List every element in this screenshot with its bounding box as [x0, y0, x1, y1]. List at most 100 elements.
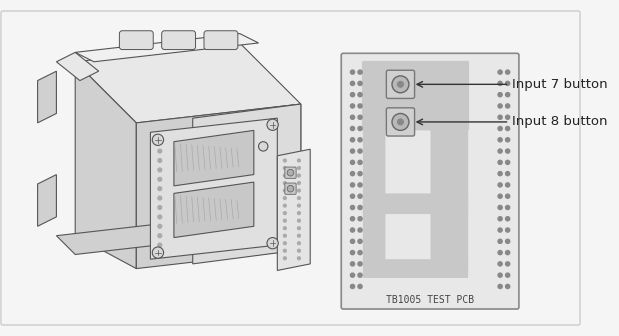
Text: Input 8 button: Input 8 button	[513, 116, 608, 128]
Circle shape	[158, 159, 162, 162]
Circle shape	[506, 115, 509, 119]
Circle shape	[298, 234, 300, 237]
Circle shape	[284, 212, 286, 214]
Circle shape	[298, 182, 300, 184]
Circle shape	[498, 228, 502, 232]
Circle shape	[358, 149, 362, 153]
FancyBboxPatch shape	[285, 167, 296, 178]
Circle shape	[506, 104, 509, 108]
Circle shape	[350, 228, 355, 232]
Circle shape	[350, 93, 355, 97]
Circle shape	[158, 187, 162, 191]
Circle shape	[392, 76, 409, 93]
Circle shape	[498, 93, 502, 97]
Circle shape	[506, 217, 509, 221]
Polygon shape	[193, 104, 301, 264]
Circle shape	[350, 194, 355, 198]
Circle shape	[267, 119, 279, 130]
Circle shape	[350, 262, 355, 266]
Circle shape	[298, 242, 300, 245]
FancyBboxPatch shape	[204, 31, 238, 49]
Circle shape	[158, 206, 162, 209]
Polygon shape	[38, 71, 56, 123]
Circle shape	[358, 183, 362, 187]
Circle shape	[397, 82, 404, 87]
Circle shape	[158, 140, 162, 143]
Circle shape	[506, 194, 509, 198]
Polygon shape	[277, 149, 310, 270]
Circle shape	[158, 168, 162, 172]
FancyBboxPatch shape	[119, 31, 154, 49]
Circle shape	[158, 196, 162, 200]
Circle shape	[158, 243, 162, 247]
Circle shape	[498, 149, 502, 153]
Polygon shape	[136, 104, 301, 268]
Circle shape	[358, 194, 362, 198]
Polygon shape	[56, 52, 98, 81]
Circle shape	[350, 205, 355, 210]
Circle shape	[358, 262, 362, 266]
Text: TB1005 TEST PCB: TB1005 TEST PCB	[386, 295, 474, 305]
FancyBboxPatch shape	[362, 61, 469, 130]
Circle shape	[158, 215, 162, 219]
Circle shape	[498, 126, 502, 131]
Circle shape	[498, 251, 502, 255]
Circle shape	[350, 251, 355, 255]
Polygon shape	[75, 43, 301, 123]
FancyBboxPatch shape	[285, 183, 296, 194]
Circle shape	[506, 228, 509, 232]
Circle shape	[506, 262, 509, 266]
Circle shape	[298, 227, 300, 229]
Circle shape	[358, 273, 362, 277]
Circle shape	[498, 273, 502, 277]
Circle shape	[284, 182, 286, 184]
Circle shape	[498, 239, 502, 243]
FancyBboxPatch shape	[363, 194, 468, 214]
Circle shape	[498, 104, 502, 108]
Circle shape	[358, 138, 362, 142]
FancyBboxPatch shape	[363, 128, 386, 214]
Polygon shape	[150, 118, 277, 259]
Polygon shape	[75, 62, 136, 268]
Circle shape	[358, 115, 362, 119]
Circle shape	[506, 284, 509, 289]
Circle shape	[350, 70, 355, 74]
Circle shape	[358, 70, 362, 74]
Circle shape	[152, 134, 163, 145]
Circle shape	[298, 212, 300, 214]
Circle shape	[358, 172, 362, 176]
Circle shape	[350, 284, 355, 289]
FancyBboxPatch shape	[162, 31, 196, 49]
Circle shape	[284, 197, 286, 200]
Circle shape	[298, 249, 300, 252]
Circle shape	[267, 238, 279, 249]
Circle shape	[498, 194, 502, 198]
Circle shape	[358, 217, 362, 221]
Circle shape	[358, 228, 362, 232]
Circle shape	[358, 239, 362, 243]
Circle shape	[506, 70, 509, 74]
FancyBboxPatch shape	[363, 212, 386, 266]
Circle shape	[350, 239, 355, 243]
Circle shape	[506, 239, 509, 243]
Circle shape	[158, 224, 162, 228]
Circle shape	[158, 177, 162, 181]
Circle shape	[284, 159, 286, 162]
Circle shape	[284, 227, 286, 229]
Circle shape	[358, 93, 362, 97]
Polygon shape	[174, 130, 254, 186]
Circle shape	[358, 251, 362, 255]
Circle shape	[259, 142, 268, 151]
Circle shape	[506, 160, 509, 164]
Circle shape	[284, 257, 286, 260]
Circle shape	[506, 205, 509, 210]
Circle shape	[298, 189, 300, 192]
Circle shape	[350, 126, 355, 131]
Circle shape	[284, 234, 286, 237]
Circle shape	[350, 104, 355, 108]
FancyBboxPatch shape	[386, 108, 415, 136]
Polygon shape	[56, 217, 240, 254]
FancyBboxPatch shape	[363, 259, 468, 278]
Circle shape	[498, 217, 502, 221]
Circle shape	[298, 174, 300, 177]
